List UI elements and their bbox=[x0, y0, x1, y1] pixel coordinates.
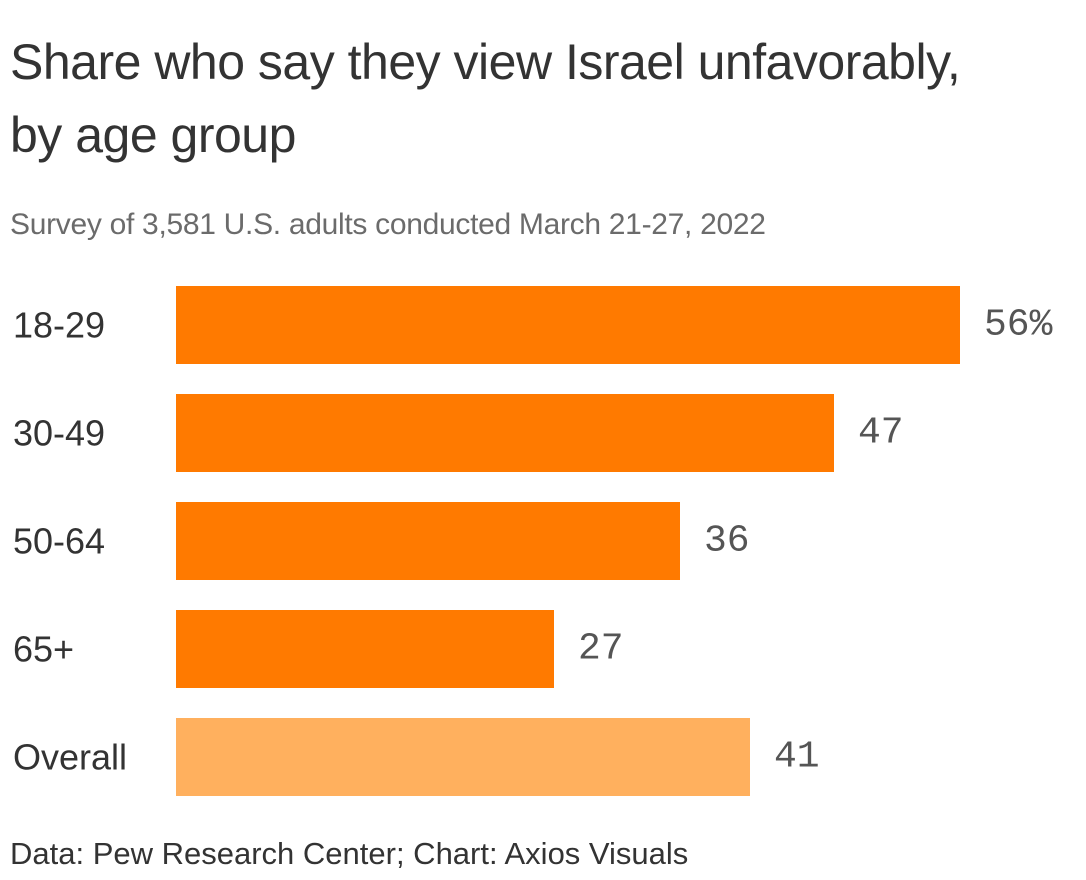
value-label: 41 bbox=[774, 736, 820, 779]
source-note: Data: Pew Research Center; Chart: Axios … bbox=[10, 836, 689, 871]
bar bbox=[176, 286, 960, 364]
value-label: 36 bbox=[704, 520, 750, 563]
value-label: 56% bbox=[984, 304, 1053, 347]
chart-title: Share who say they view Israel unfavorab… bbox=[10, 34, 961, 163]
category-label: 65+ bbox=[13, 629, 74, 670]
bar-group-65-: 65+ 27 bbox=[13, 610, 624, 688]
category-label: 18-29 bbox=[13, 305, 105, 346]
bar bbox=[176, 394, 834, 472]
bar bbox=[176, 610, 554, 688]
bar-group-18-29: 18-29 56% bbox=[13, 286, 1053, 364]
category-label: 50-64 bbox=[13, 521, 105, 562]
category-label: 30-49 bbox=[13, 413, 105, 454]
bar bbox=[176, 718, 750, 796]
bar-group-overall: Overall 41 bbox=[13, 718, 820, 796]
bar bbox=[176, 502, 680, 580]
value-label: 27 bbox=[578, 628, 624, 671]
bar-group-50-64: 50-64 36 bbox=[13, 502, 750, 580]
chart-subtitle: Survey of 3,581 U.S. adults conducted Ma… bbox=[10, 208, 766, 241]
category-label: Overall bbox=[13, 737, 127, 778]
value-label: 47 bbox=[858, 412, 904, 455]
bar-group-30-49: 30-49 47 bbox=[13, 394, 904, 472]
